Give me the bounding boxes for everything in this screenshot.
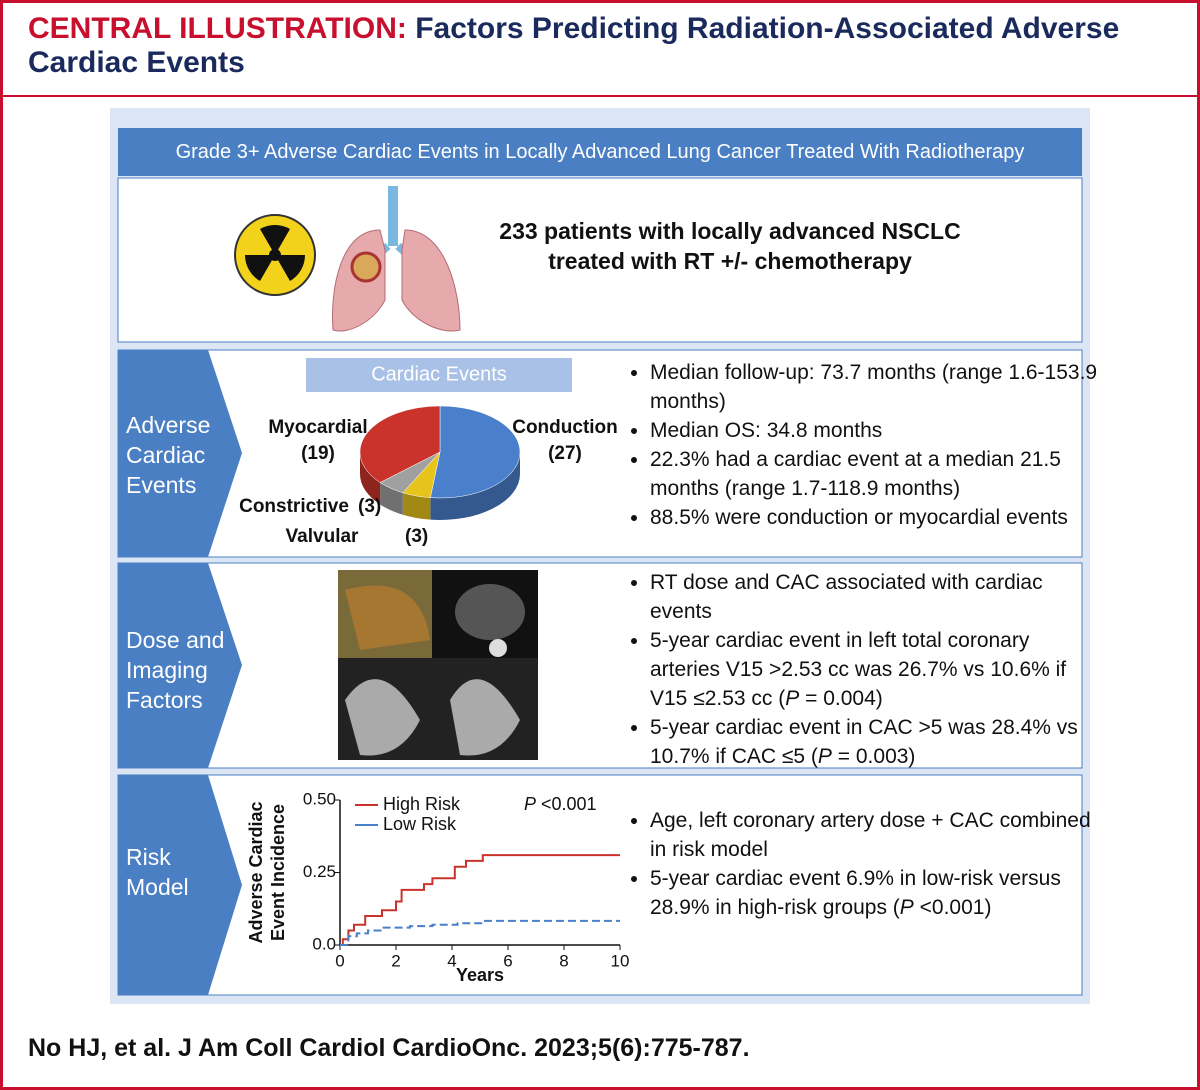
section-box: [117, 349, 1083, 558]
y-tick-label: 0.25: [303, 862, 336, 881]
pie-slice: [359, 405, 441, 483]
pie-slice-side: [360, 452, 381, 505]
bullet: RT dose and CAC associated with cardiac …: [650, 568, 1098, 626]
legend-label: High Risk: [383, 794, 461, 814]
pie-slice-side: [430, 452, 520, 520]
x-axis-label: Years: [456, 965, 504, 985]
pie-label: Valvular: [286, 526, 359, 547]
section-arrow: [118, 350, 242, 557]
y-axis-label: Adverse Cardiac: [246, 801, 266, 943]
pie-value-label: (3): [358, 496, 381, 517]
pie-slice-side: [402, 492, 431, 520]
section-label-line: Cardiac: [126, 442, 206, 468]
banner: Grade 3+ Adverse Cardiac Events in Local…: [175, 141, 1025, 163]
header: CENTRAL ILLUSTRATION: Factors Predicting…: [28, 12, 1119, 46]
header-label: CENTRAL ILLUSTRATION:: [28, 12, 407, 45]
bullet-text: 5-year cardiac event in left total coron…: [650, 629, 1067, 710]
annotation-part: P: [524, 794, 536, 814]
km-line: [340, 919, 620, 946]
y-tick-label: 0.0: [312, 934, 336, 953]
bullet: 22.3% had a cardiac event at a median 21…: [650, 445, 1098, 503]
bullet-text: <0.001): [913, 896, 992, 919]
bullet-list: Age, left coronary artery dose + CAC com…: [628, 806, 1098, 922]
bullet-list: RT dose and CAC associated with cardiac …: [628, 568, 1098, 771]
bullet: 5-year cardiac event in CAC >5 was 28.4%…: [650, 713, 1098, 771]
bullet-text: P: [817, 745, 832, 768]
section-arrow: [118, 563, 242, 768]
section-arrow: [118, 775, 242, 995]
x-tick-label: 6: [503, 951, 512, 970]
x-tick-label: 4: [447, 951, 456, 970]
pie-value-label: (19): [301, 443, 335, 464]
cohort-line: treated with RT +/- chemotherapy: [548, 248, 912, 274]
pie-title: Cardiac Events: [371, 363, 507, 385]
section-label: Dose and Imaging Factors: [126, 625, 224, 715]
bullet-text: P: [899, 896, 914, 919]
bullet: 5-year cardiac event 6.9% in low-risk ve…: [650, 864, 1098, 922]
legend-label: Low Risk: [383, 814, 457, 834]
bullet-text: 88.5% were conduction or myocardial even…: [650, 506, 1068, 529]
x-tick-label: 0: [335, 951, 344, 970]
bullet-text: = 0.003): [831, 745, 916, 768]
section-box: [117, 562, 1083, 769]
y-tick-label: 0.50: [303, 789, 336, 808]
citation: No HJ, et al. J Am Coll Cardiol CardioOn…: [28, 1034, 750, 1062]
bullet-text: 22.3% had a cardiac event at a median 21…: [650, 448, 1061, 500]
header-title: Factors Predicting Radiation-Associated …: [415, 12, 1120, 45]
bullet-text: Median OS: 34.8 months: [650, 419, 883, 442]
pie-label: Constrictive: [239, 496, 349, 517]
section-label: Adverse Cardiac Events: [126, 410, 210, 500]
section-label-line: Adverse: [126, 412, 211, 438]
bullet-text: 5-year cardiac event in CAC >5 was 28.4%…: [650, 716, 1078, 768]
section-label-line: Dose and: [126, 627, 225, 653]
radiation-icon: [234, 214, 316, 296]
cohort: 233 patients with locally advanced NSCLC…: [470, 216, 990, 276]
section-label-line: Events: [126, 472, 197, 498]
lung-icon: [332, 186, 461, 332]
section-label-line: Risk: [126, 844, 171, 870]
bullet: Median follow-up: 73.7 months (range 1.6…: [650, 358, 1098, 416]
header-title: Cardiac Events: [28, 46, 245, 79]
x-tick-label: 8: [559, 951, 568, 970]
pie-value-label: (27): [548, 443, 582, 464]
section-label: Risk Model: [126, 842, 189, 902]
bullet-text: P: [785, 687, 800, 710]
bullet: Median OS: 34.8 months: [650, 416, 1098, 445]
bullet-text: Age, left coronary artery dose + CAC com…: [650, 809, 1091, 861]
y-axis-label: Event Incidence: [268, 804, 288, 941]
pie-label: Myocardial: [268, 417, 367, 438]
pie-slice-side: [380, 482, 403, 515]
bullet-text: 5-year cardiac event 6.9% in low-risk ve…: [650, 867, 1061, 919]
pie-label: Conduction: [512, 417, 618, 438]
bullet-text: RT dose and CAC associated with cardiac …: [650, 571, 1043, 623]
cohort-line: 233 patients with locally advanced NSCLC: [499, 218, 961, 244]
bullet: 88.5% were conduction or myocardial even…: [650, 503, 1098, 532]
km-line: [340, 854, 620, 946]
banner-box: [118, 128, 1082, 176]
annotation-part: <0.001: [536, 794, 597, 814]
bullet: 5-year cardiac event in left total coron…: [650, 626, 1098, 713]
bullet-list: Median follow-up: 73.7 months (range 1.6…: [628, 358, 1098, 532]
x-tick-label: 2: [391, 951, 400, 970]
pie-title-box: [306, 358, 572, 392]
section-label-line: Imaging: [126, 657, 208, 683]
bullet-text: Median follow-up: 73.7 months (range 1.6…: [650, 361, 1098, 413]
pie-value-label: (3): [405, 526, 428, 547]
ct-images: [338, 570, 538, 760]
pie-slice: [430, 405, 521, 499]
section-label-line: Model: [126, 874, 189, 900]
bullet-text: = 0.004): [799, 687, 883, 710]
bullet: Age, left coronary artery dose + CAC com…: [650, 806, 1098, 864]
x-tick-label: 10: [611, 951, 630, 970]
annotation: P <0.001: [524, 794, 597, 814]
section-label-line: Factors: [126, 687, 203, 713]
